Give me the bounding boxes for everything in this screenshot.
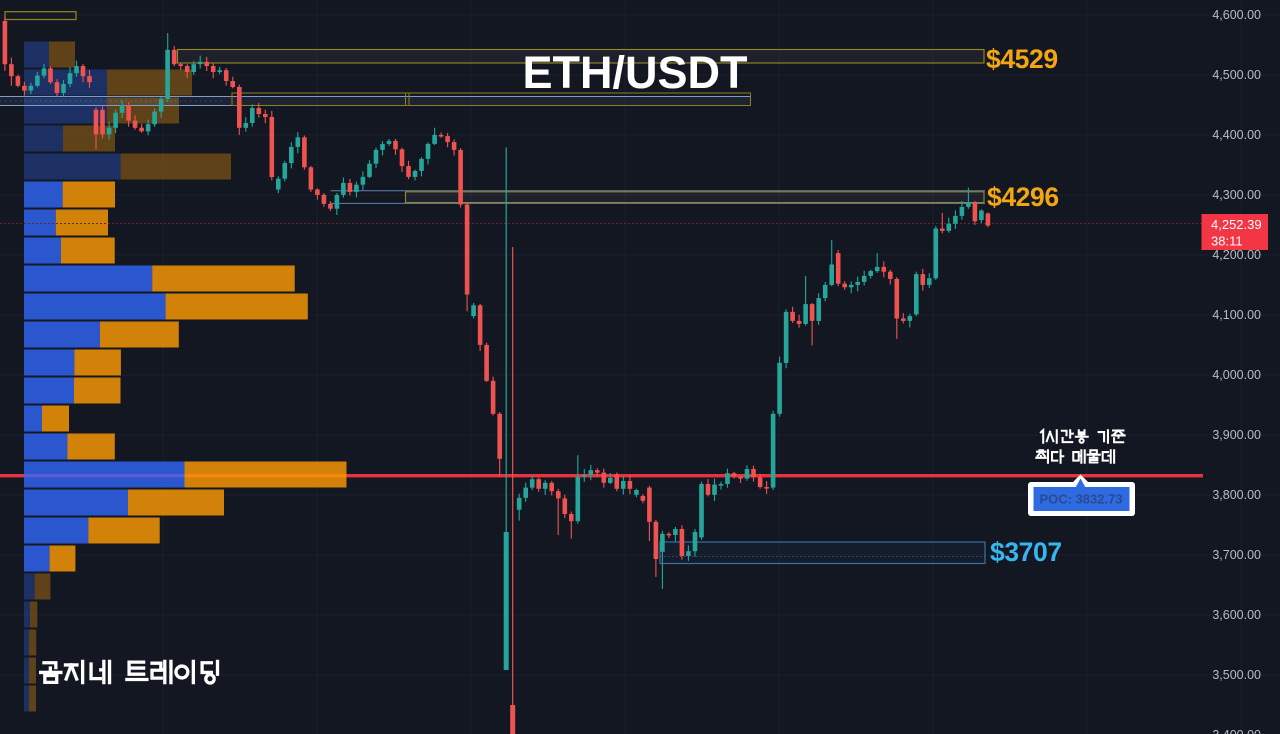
svg-text:3,900.00: 3,900.00 <box>1212 428 1261 442</box>
svg-text:$3707: $3707 <box>990 537 1062 567</box>
svg-text:4,500.00: 4,500.00 <box>1212 68 1261 82</box>
svg-text:4,200.00: 4,200.00 <box>1212 248 1261 262</box>
svg-text:POC: 3832.73: POC: 3832.73 <box>1039 492 1122 507</box>
svg-text:$4529: $4529 <box>986 44 1058 74</box>
svg-text:$4296: $4296 <box>987 182 1059 212</box>
svg-text:38:11: 38:11 <box>1211 234 1243 249</box>
svg-text:4,600.00: 4,600.00 <box>1212 8 1261 22</box>
svg-text:4,252.39: 4,252.39 <box>1211 217 1262 232</box>
svg-text:3,800.00: 3,800.00 <box>1212 488 1261 502</box>
svg-text:3,500.00: 3,500.00 <box>1212 668 1261 682</box>
svg-text:4,300.00: 4,300.00 <box>1212 188 1261 202</box>
svg-text:4,100.00: 4,100.00 <box>1212 308 1261 322</box>
svg-text:3,600.00: 3,600.00 <box>1212 608 1261 622</box>
svg-text:3,700.00: 3,700.00 <box>1212 548 1261 562</box>
svg-text:3,400.00: 3,400.00 <box>1212 728 1261 734</box>
svg-text:4,000.00: 4,000.00 <box>1212 368 1261 382</box>
svg-text:4,400.00: 4,400.00 <box>1212 128 1261 142</box>
svg-text:ETH/USDT: ETH/USDT <box>523 47 748 98</box>
